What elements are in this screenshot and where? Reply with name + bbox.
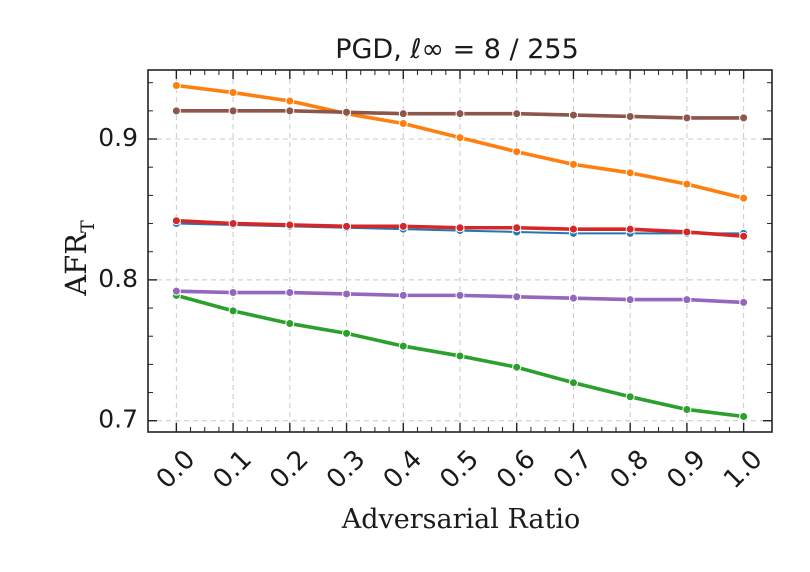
data-point [739, 231, 749, 241]
data-point [568, 378, 578, 388]
data-point [228, 106, 238, 116]
x-tick-label: 0.2 [264, 444, 314, 494]
data-point [285, 288, 295, 298]
data-point [398, 341, 408, 351]
data-point [739, 193, 749, 203]
x-axis-label: Adversarial Ratio [341, 504, 581, 535]
data-point [342, 221, 352, 231]
data-point [625, 168, 635, 178]
data-point [512, 223, 522, 233]
data-point [171, 80, 181, 90]
data-point [739, 113, 749, 123]
data-point [512, 147, 522, 157]
data-point [512, 109, 522, 119]
data-point [398, 290, 408, 300]
data-point [342, 328, 352, 338]
y-axis-label: AFRT [59, 220, 99, 297]
y-axis-label-subscript: T [77, 220, 99, 233]
data-point [398, 109, 408, 119]
chart-title: PGD, ℓ∞ = 8 / 255 [335, 34, 579, 65]
data-point [568, 110, 578, 120]
series-group [171, 80, 749, 422]
data-point [455, 351, 465, 361]
data-point [682, 179, 692, 189]
data-point [398, 119, 408, 129]
data-point [512, 292, 522, 302]
data-point [228, 88, 238, 98]
data-point [625, 111, 635, 121]
y-axis-label-main: AFR [59, 232, 93, 297]
data-point [625, 224, 635, 234]
data-point [682, 404, 692, 414]
data-point [285, 96, 295, 106]
y-tick-label: 0.7 [98, 405, 138, 434]
data-point [625, 392, 635, 402]
ticks [148, 70, 772, 432]
data-point [228, 306, 238, 316]
x-tick-label: 0.9 [661, 444, 711, 494]
data-point [739, 297, 749, 307]
data-point [171, 216, 181, 226]
data-point [682, 295, 692, 305]
y-tick-label: 0.9 [98, 123, 138, 152]
data-point [739, 412, 749, 422]
data-point [171, 106, 181, 116]
x-tick-label: 0.5 [434, 444, 484, 494]
data-point [568, 159, 578, 169]
data-point [285, 106, 295, 116]
data-point [398, 221, 408, 231]
data-point [512, 362, 522, 372]
x-tick-labels: 0.0 0.1 0.2 0.3 0.4 0.5 0.6 0.7 0.8 0.9 1.0 [151, 444, 769, 494]
x-tick-label: 0.8 [605, 444, 655, 494]
data-point [455, 223, 465, 233]
data-point [568, 224, 578, 234]
data-point [455, 109, 465, 119]
data-point [682, 227, 692, 237]
x-tick-label: 0.3 [321, 444, 371, 494]
x-tick-label: 0.7 [548, 444, 598, 494]
data-point [228, 219, 238, 229]
data-point [171, 286, 181, 296]
y-tick-label: 0.8 [98, 264, 138, 293]
x-tick-label: 0.0 [151, 444, 201, 494]
data-point [625, 295, 635, 305]
data-point [285, 319, 295, 329]
x-tick-label: 1.0 [718, 444, 768, 494]
data-point [568, 293, 578, 303]
grid [148, 70, 772, 432]
x-tick-label: 0.6 [491, 444, 541, 494]
data-point [285, 220, 295, 230]
data-point [455, 290, 465, 300]
x-tick-label: 0.1 [208, 444, 258, 494]
data-point [455, 133, 465, 143]
x-tick-label: 0.4 [378, 444, 428, 494]
y-tick-labels: 0.7 0.8 0.9 [98, 123, 138, 434]
data-point [682, 113, 692, 123]
data-point [342, 289, 352, 299]
data-point [228, 288, 238, 298]
data-point [342, 107, 352, 117]
